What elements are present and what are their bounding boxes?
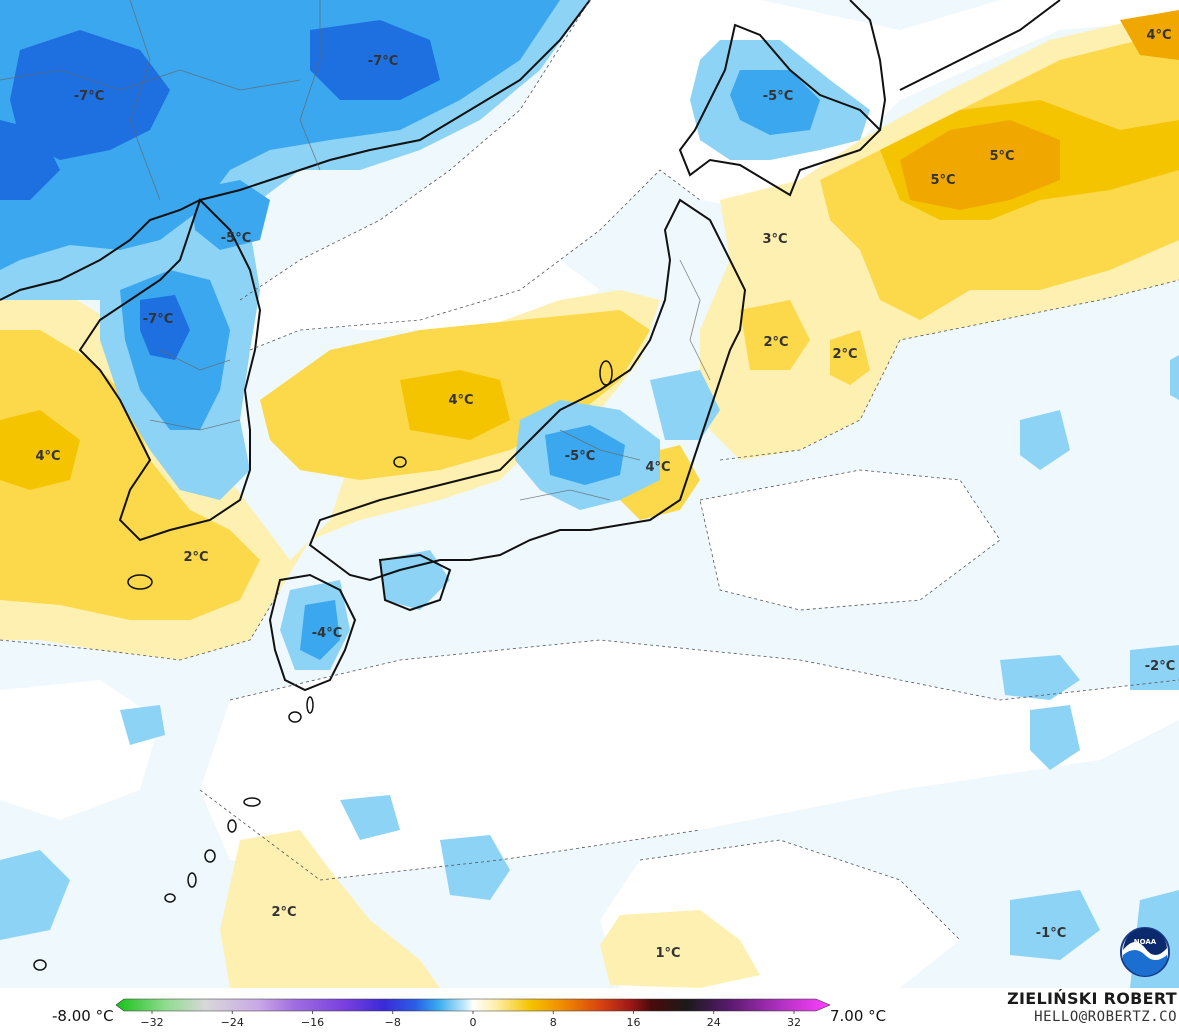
- coastlines: [0, 0, 1061, 692]
- temperature-anomaly-map: NOAA -7°C -7°C -5°C 4°C 5°C 5°C -5°C -7°…: [0, 0, 1179, 988]
- asia-mainland-coast: [0, 0, 591, 301]
- temp-label: -2°C: [1145, 659, 1175, 674]
- hokkaido-coast: [678, 23, 882, 197]
- contour-lines: [0, 0, 1179, 941]
- colorbar-tick-label: 16: [627, 1016, 641, 1029]
- temp-label: 5°C: [989, 149, 1014, 164]
- colorbar-tick-label: −32: [140, 1016, 163, 1029]
- colorbar-tick-label: −24: [221, 1016, 244, 1029]
- temp-label: 3°C: [762, 232, 787, 247]
- colorbar: −32 −24 −16 −8 0 8 16 24 32: [115, 998, 831, 1029]
- author-name: ZIELIŃSKI ROBERT: [1007, 989, 1177, 1008]
- korea-coast: [78, 198, 262, 542]
- temp-label: -7°C: [143, 312, 173, 327]
- temp-label: -5°C: [221, 231, 251, 246]
- shikoku-coast: [378, 553, 452, 612]
- temp-label: -7°C: [74, 89, 104, 104]
- kyushu-coast: [268, 573, 357, 692]
- neutral-zones: [0, 0, 1179, 988]
- temp-label: 5°C: [930, 173, 955, 188]
- island-chains: [33, 360, 613, 971]
- temp-label: -5°C: [763, 89, 793, 104]
- temp-label: 2°C: [763, 335, 788, 350]
- colorbar-tick-label: −8: [385, 1016, 401, 1029]
- temp-label: -7°C: [368, 54, 398, 69]
- temperature-labels: -7°C -7°C -5°C 4°C 5°C 5°C -5°C -7°C 3°C…: [35, 28, 1175, 961]
- temp-label: -5°C: [565, 449, 595, 464]
- colorbar-tick-label: 0: [470, 1016, 477, 1029]
- noaa-logo-text: NOAA: [1134, 938, 1157, 946]
- temp-label: 2°C: [271, 905, 296, 920]
- colorbar-max-label: 7.00 °C: [830, 1007, 887, 1025]
- temp-label: -4°C: [312, 626, 342, 641]
- temp-label: 4°C: [35, 449, 60, 464]
- temp-label: 2°C: [183, 550, 208, 565]
- author-email[interactable]: HELLO@ROBERTZ.CO: [1034, 1009, 1177, 1025]
- colorbar-tick-label: −16: [301, 1016, 324, 1029]
- colorbar-tick-label: 32: [787, 1016, 801, 1029]
- temp-label: 2°C: [832, 347, 857, 362]
- colorbar-ticks: −32 −24 −16 −8 0 8 16 24 32: [140, 1011, 801, 1029]
- colorbar-min-label: -8.00 °C: [52, 1007, 114, 1025]
- legend-footer: -8.00 °C: [0, 988, 1179, 1035]
- honshu-coast: [308, 198, 747, 582]
- admin-borders: [0, 0, 711, 501]
- colorbar-tick-label: 24: [707, 1016, 721, 1029]
- temp-label: 4°C: [645, 460, 670, 475]
- warm-zones: [0, 10, 1179, 988]
- temp-label: 4°C: [448, 393, 473, 408]
- colorbar-tick-label: 8: [550, 1016, 557, 1029]
- noaa-logo: NOAA: [1120, 927, 1170, 977]
- temp-label: -1°C: [1036, 926, 1066, 941]
- temp-label: 4°C: [1146, 28, 1171, 43]
- temp-label: 1°C: [655, 946, 680, 961]
- sakhalin-kuril-coast: [849, 0, 1061, 131]
